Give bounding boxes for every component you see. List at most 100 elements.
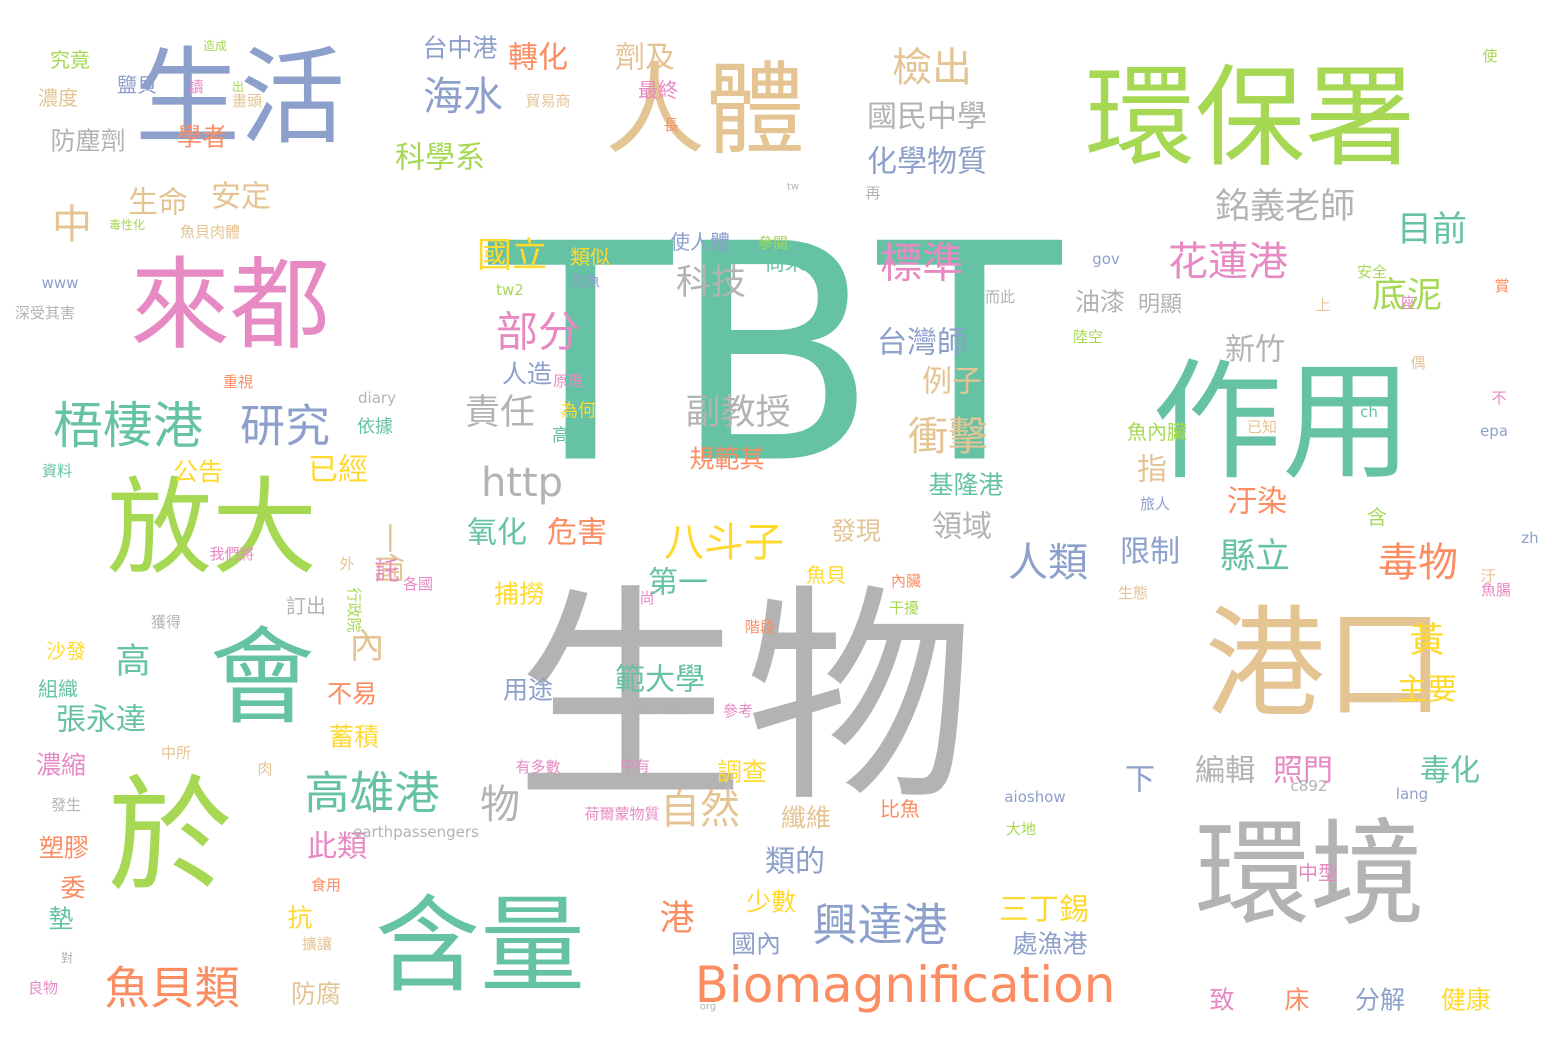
cloud-word: 毒性化	[109, 218, 145, 232]
cloud-word: 已經	[308, 453, 368, 488]
cloud-word: 花蓮港	[1168, 239, 1288, 285]
cloud-word: 轉化	[508, 41, 568, 76]
cloud-word: 對	[61, 951, 73, 965]
cloud-word: 人造	[502, 360, 552, 389]
cloud-word: 港口	[1205, 596, 1445, 735]
cloud-word: 大地	[1006, 820, 1036, 838]
cloud-word: 深受其害	[15, 304, 75, 322]
cloud-word: 濃縮	[36, 751, 86, 780]
cloud-word: 防塵劑	[50, 127, 125, 156]
cloud-word: 塑膠	[39, 834, 89, 863]
cloud-word: 學者	[177, 123, 227, 152]
cloud-word: 八斗子	[664, 520, 784, 566]
cloud-word: 副教授	[685, 393, 790, 433]
cloud-word: 放大	[107, 467, 317, 589]
cloud-word: www	[42, 274, 79, 292]
cloud-word: 纖維	[781, 804, 831, 833]
cloud-word: 魚內臟	[1127, 420, 1187, 444]
cloud-word: 目前	[1397, 210, 1467, 250]
cloud-word: 毒物	[1378, 540, 1458, 586]
cloud-word: 高雄港	[304, 767, 439, 820]
cloud-word: 第一	[648, 566, 708, 601]
cloud-word: 規範其	[689, 445, 764, 474]
cloud-word: 長	[663, 116, 678, 134]
cloud-word: aioshow	[1004, 788, 1065, 806]
cloud-word: 內臟	[891, 572, 921, 590]
cloud-word: TBT	[484, 181, 1065, 530]
cloud-word: 重視	[223, 373, 253, 391]
cloud-word: 科學系	[395, 141, 485, 176]
cloud-word: 例子	[922, 365, 982, 400]
cloud-word: 劑及	[615, 41, 675, 76]
cloud-word: 指	[1137, 453, 1167, 488]
cloud-word: 油漆	[1075, 288, 1125, 317]
cloud-word: 獲得	[151, 613, 181, 631]
cloud-word: 鹽貝	[117, 73, 157, 97]
cloud-word: 使人體	[670, 230, 730, 254]
cloud-word: 貿易商	[525, 92, 570, 110]
cloud-word: 發現	[831, 517, 881, 546]
cloud-word: 不	[1491, 389, 1506, 407]
cloud-word: 限制	[1120, 535, 1180, 570]
cloud-word: 物	[480, 782, 520, 828]
cloud-word: 自然	[660, 787, 740, 833]
cloud-word: 床	[1284, 986, 1309, 1015]
cloud-word: 各國	[403, 575, 433, 593]
cloud-word: 內	[349, 627, 384, 667]
cloud-word: 依據	[357, 417, 393, 438]
cloud-word: 環境	[1195, 808, 1425, 942]
cloud-word: 座	[1400, 294, 1415, 312]
cloud-word: 科技	[676, 263, 746, 303]
cloud-word: 偶	[1410, 354, 1425, 372]
cloud-word: 的魚	[570, 272, 600, 290]
cloud-word: 原理	[553, 372, 583, 390]
cloud-word: 尚	[639, 589, 654, 607]
cloud-word: org	[700, 1002, 716, 1013]
cloud-word: tw	[787, 182, 799, 193]
cloud-word: 新竹	[1225, 333, 1285, 368]
cloud-word: 生活	[135, 37, 345, 159]
cloud-word: 範大學	[615, 663, 705, 698]
cloud-word: earthpassengers	[353, 823, 479, 841]
cloud-word: 賞	[1494, 277, 1509, 295]
cloud-word: 調查	[717, 758, 767, 787]
cloud-word: 出	[232, 80, 244, 94]
cloud-word: http	[481, 460, 563, 506]
cloud-word: 領域	[932, 510, 992, 545]
cloud-word: 上	[1315, 296, 1330, 314]
cloud-word: 階段	[745, 618, 775, 636]
cloud-word: 發生	[51, 796, 81, 814]
cloud-word: gov	[1092, 250, 1120, 268]
cloud-word: 國內	[731, 930, 781, 959]
cloud-word: 縣立	[1220, 537, 1290, 577]
cloud-word: 生物	[515, 567, 975, 834]
cloud-word: 參閱	[758, 234, 788, 252]
cloud-word: 作用	[1152, 346, 1412, 498]
cloud-word: 墊	[48, 905, 73, 934]
cloud-word: 類的	[765, 845, 825, 880]
cloud-word: 抗	[287, 904, 312, 933]
cloud-word: 蓄積	[329, 723, 379, 752]
cloud-word: 分解	[1355, 986, 1405, 1015]
cloud-word: 致	[1209, 986, 1234, 1015]
cloud-word: 陸空	[1073, 328, 1103, 346]
cloud-word: 濃度	[38, 86, 78, 110]
cloud-word: 照門	[1273, 754, 1333, 789]
cloud-word: 責任	[465, 393, 535, 433]
cloud-word: 氧化	[467, 516, 527, 551]
cloud-word: 張永達	[56, 703, 146, 738]
cloud-word: 會	[209, 617, 314, 739]
cloud-word: 海水	[423, 74, 503, 120]
cloud-word: 生命	[128, 186, 188, 221]
cloud-word: 健康	[1441, 986, 1491, 1015]
cloud-word: 已知	[1247, 418, 1277, 436]
cloud-word: 一個	[371, 523, 406, 583]
cloud-word: 干擾	[889, 599, 919, 617]
cloud-word: zh	[1521, 529, 1538, 547]
cloud-word: 類似	[570, 245, 610, 269]
cloud-word: 梧棲港	[53, 397, 203, 455]
cloud-word: 比魚	[880, 797, 920, 821]
cloud-word: 肉	[257, 760, 272, 778]
cloud-word: 於	[108, 765, 233, 910]
cloud-word: 安全	[1357, 263, 1387, 281]
